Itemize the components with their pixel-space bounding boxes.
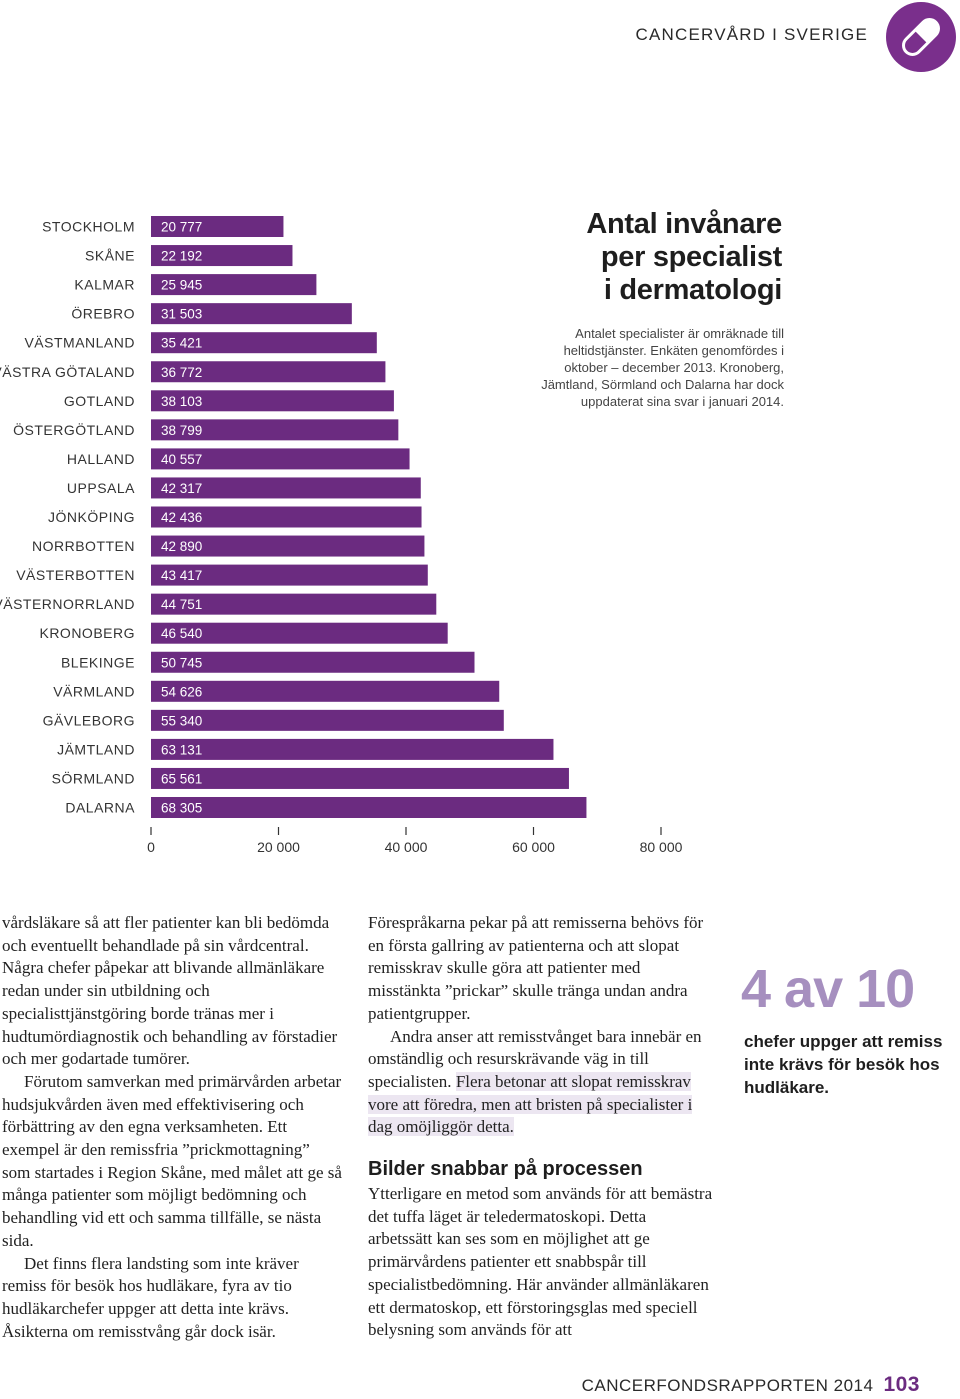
section-title: CANCERVÅRD I SVERIGE xyxy=(635,25,868,44)
category-label: VÄSTRA GÖTALAND xyxy=(0,363,135,380)
category-label: DALARNA xyxy=(65,800,135,816)
bar xyxy=(151,797,587,818)
x-tick-label: 80 000 xyxy=(640,839,683,855)
article-paragraph: Ytterligare en metod som används för att… xyxy=(368,1184,713,1340)
bar xyxy=(151,767,569,789)
bar-value-label: 25 945 xyxy=(161,278,202,293)
bar-value-label: 31 503 xyxy=(161,307,202,322)
bar xyxy=(151,448,410,470)
bar xyxy=(151,738,554,760)
category-label: HALLAND xyxy=(67,451,135,467)
bar-chart: 20 777 STOCKHOLM 22 192 SKÅNE 25 945 KALMAR 31… xyxy=(0,216,683,855)
bar-value-label: 43 417 xyxy=(161,568,202,583)
bar xyxy=(151,390,394,412)
category-label: VÄSTERNORRLAND xyxy=(0,596,135,612)
x-tick-label: 0 xyxy=(147,839,155,855)
page-number: 103 xyxy=(883,1373,920,1396)
bar-value-label: 46 540 xyxy=(161,626,202,641)
bar-value-label: 42 317 xyxy=(161,481,202,496)
bar xyxy=(151,622,448,644)
category-label: SKÅNE xyxy=(85,248,135,264)
article-paragraph: Förespråkarna pekar på att remisserna be… xyxy=(368,913,704,1023)
bar xyxy=(151,332,377,354)
bar xyxy=(151,216,284,237)
subheading: Bilder snabbar på processen xyxy=(368,1158,643,1181)
bar xyxy=(151,593,437,615)
bar-value-label: 35 421 xyxy=(161,336,202,351)
bar-value-label: 68 305 xyxy=(161,801,202,816)
category-label: KALMAR xyxy=(74,277,135,293)
category-label: STOCKHOLM xyxy=(42,219,135,235)
chart-title: Antal invånare per specialist i dermatol… xyxy=(586,208,782,306)
bar-value-label: 42 436 xyxy=(161,510,202,525)
bar-value-label: 36 772 xyxy=(161,365,202,380)
category-label: ÖREBRO xyxy=(71,305,135,322)
bar xyxy=(151,361,386,383)
bar xyxy=(151,680,500,702)
bar xyxy=(151,274,317,296)
bar xyxy=(151,651,475,673)
bar-value-label: 22 192 xyxy=(161,249,202,264)
chart-note: Antalet specialister är omräknade till h… xyxy=(541,326,784,409)
bar-value-label: 63 131 xyxy=(161,742,202,757)
bar xyxy=(151,477,421,499)
article-paragraph: vårdsläkare så att fler patienter kan bl… xyxy=(2,913,338,1069)
bar xyxy=(151,564,428,586)
bar xyxy=(151,535,425,557)
category-label: VÄSTMANLAND xyxy=(24,335,135,351)
category-label: JÖNKÖPING xyxy=(48,508,135,525)
bar xyxy=(151,245,293,267)
bar xyxy=(151,506,422,528)
category-label: VÄSTERBOTTEN xyxy=(16,567,135,583)
category-label: JÄMTLAND xyxy=(57,741,135,757)
bar-value-label: 38 799 xyxy=(161,423,202,438)
x-tick-label: 60 000 xyxy=(512,839,555,855)
category-label: SÖRMLAND xyxy=(52,769,135,786)
x-tick-label: 40 000 xyxy=(385,839,428,855)
article-paragraph: Andra anser att remisstvånget bara inneb… xyxy=(368,1026,713,1140)
bar-value-label: 38 103 xyxy=(161,394,202,409)
report-name: CANCERFONDSRAPPORTEN 2014 xyxy=(581,1376,874,1395)
category-label: ÖSTERGÖTLAND xyxy=(13,421,135,438)
stat-caption: chefer uppger att remiss inte krävs för … xyxy=(744,1032,943,1097)
bar-value-label: 42 890 xyxy=(161,539,202,554)
category-label: GÄVLEBORG xyxy=(43,712,135,728)
pill-icon xyxy=(886,2,956,72)
bar xyxy=(151,303,352,325)
bar-value-label: 50 745 xyxy=(161,655,202,670)
article-left-column: vårdsläkare så att fler patienter kan bl… xyxy=(2,912,342,1343)
category-label: GOTLAND xyxy=(64,393,135,409)
bar-value-label: 40 557 xyxy=(161,452,202,467)
bar-value-label: 55 340 xyxy=(161,713,202,728)
bar xyxy=(151,709,504,731)
x-tick-label: 20 000 xyxy=(257,839,300,855)
category-label: VÄRMLAND xyxy=(53,683,135,699)
article-paragraph: Förutom samverkan med primärvården arbet… xyxy=(2,1071,342,1250)
page-footer: CANCERFONDSRAPPORTEN 2014 103 xyxy=(582,1373,920,1397)
article-paragraph: Det finns flera landsting som inte kräve… xyxy=(2,1253,299,1341)
category-label: BLEKINGE xyxy=(61,654,135,670)
pill-icon-graphic xyxy=(902,18,940,56)
bar-value-label: 54 626 xyxy=(161,684,202,699)
category-label: UPPSALA xyxy=(67,480,135,496)
category-label: NORRBOTTEN xyxy=(32,538,135,554)
stat-figure: 4 av 10 xyxy=(741,959,915,1019)
bar-value-label: 44 751 xyxy=(161,597,202,612)
article-text: Andra anser att remisstvånget bara inneb… xyxy=(368,1026,702,1091)
bar-value-label: 20 777 xyxy=(161,220,202,235)
category-label: KRONOBERG xyxy=(39,625,135,641)
bar-value-label: 65 561 xyxy=(161,771,202,786)
bar xyxy=(151,419,399,441)
article-right-column: Förespråkarna pekar på att remisserna be… xyxy=(368,912,713,1342)
